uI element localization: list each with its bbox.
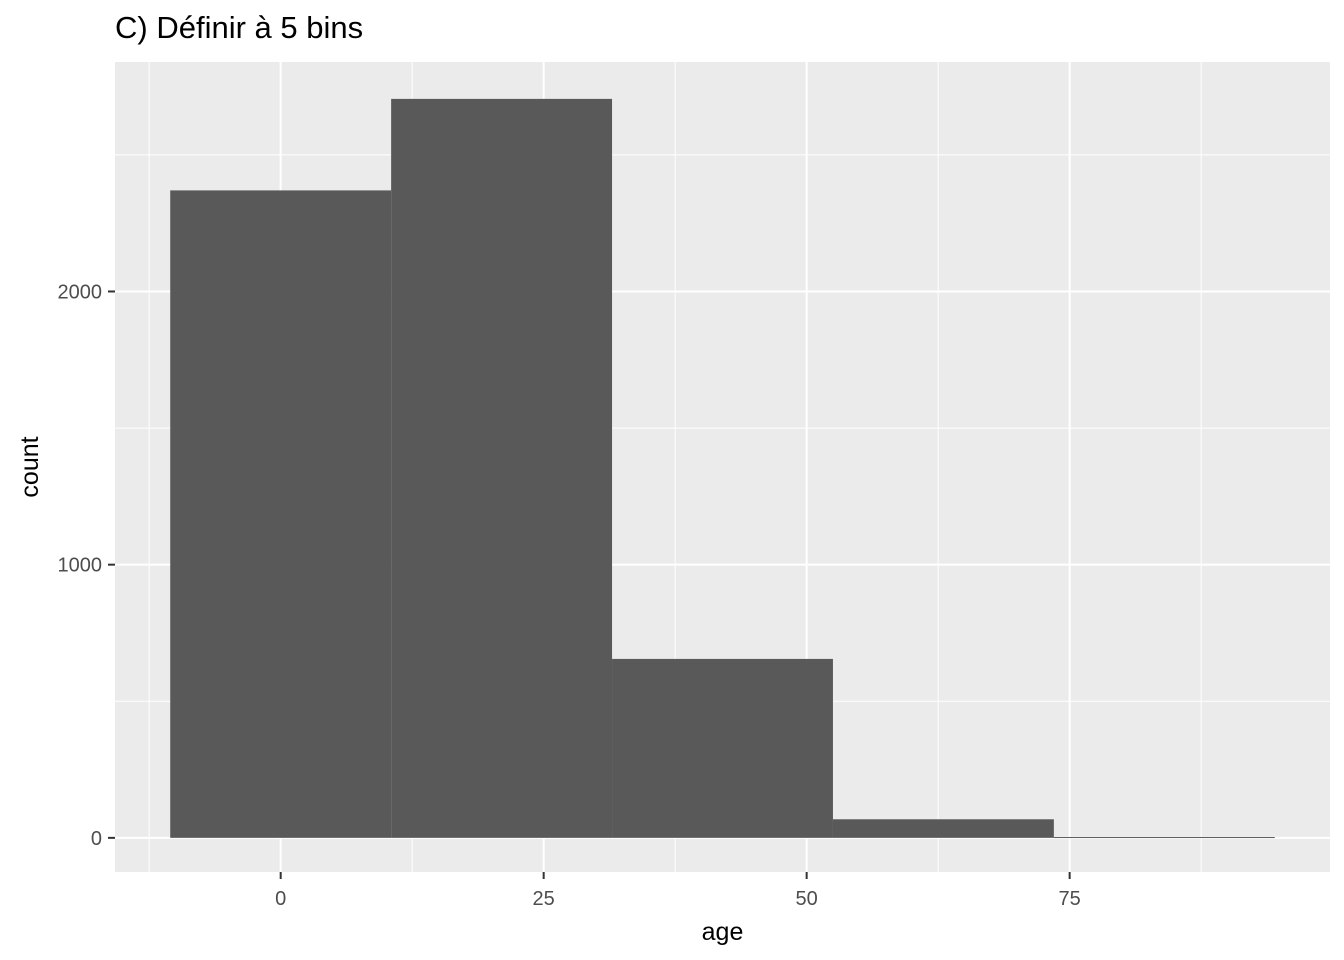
x-tick-label: 75	[1059, 888, 1081, 910]
x-axis-title: age	[702, 918, 744, 946]
y-axis: 0 1000 2000	[58, 281, 115, 850]
histogram-bar-4	[832, 819, 1054, 838]
y-tick-label: 2000	[58, 281, 103, 303]
histogram-bar-2	[391, 98, 613, 838]
histogram-bar-1	[170, 190, 392, 838]
histogram-bar-3	[612, 658, 833, 838]
x-tick-label: 50	[796, 888, 818, 910]
x-axis: 0 25 50 75	[275, 872, 1081, 910]
x-tick-label: 25	[533, 888, 555, 910]
histogram-bar-5	[1053, 837, 1275, 839]
y-axis-title: count	[16, 436, 44, 497]
chart-title: C) Définir à 5 bins	[115, 10, 364, 45]
y-tick-label: 1000	[58, 555, 103, 577]
x-tick-label: 0	[275, 888, 286, 910]
y-tick-label: 0	[91, 828, 102, 850]
histogram-bars	[170, 98, 1275, 839]
